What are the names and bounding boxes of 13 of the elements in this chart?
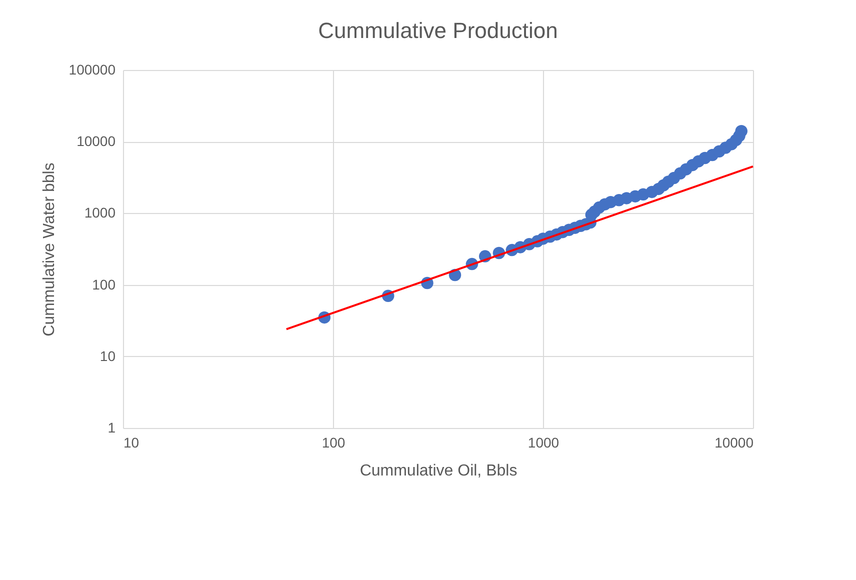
x-tick-label: 10000 bbox=[714, 434, 754, 450]
x-tick-label: 1000 bbox=[528, 434, 560, 450]
y-tick-label: 10000 bbox=[76, 133, 116, 150]
y-axis-title: Cummulative Water bbls bbox=[40, 162, 58, 336]
chart-title: Cummulative Production bbox=[318, 18, 558, 43]
y-tick-label: 100 bbox=[92, 276, 116, 292]
y-tick-label: 10 bbox=[100, 348, 116, 364]
y-tick-label: 100000 bbox=[68, 62, 116, 78]
y-tick-label: 1 bbox=[108, 420, 116, 436]
x-tick-label: 100 bbox=[322, 434, 346, 450]
y-tick-label: 1000 bbox=[84, 204, 116, 221]
x-tick-label: 10 bbox=[124, 434, 140, 450]
x-axis-title: Cummulative Oil, Bbls bbox=[360, 462, 518, 480]
